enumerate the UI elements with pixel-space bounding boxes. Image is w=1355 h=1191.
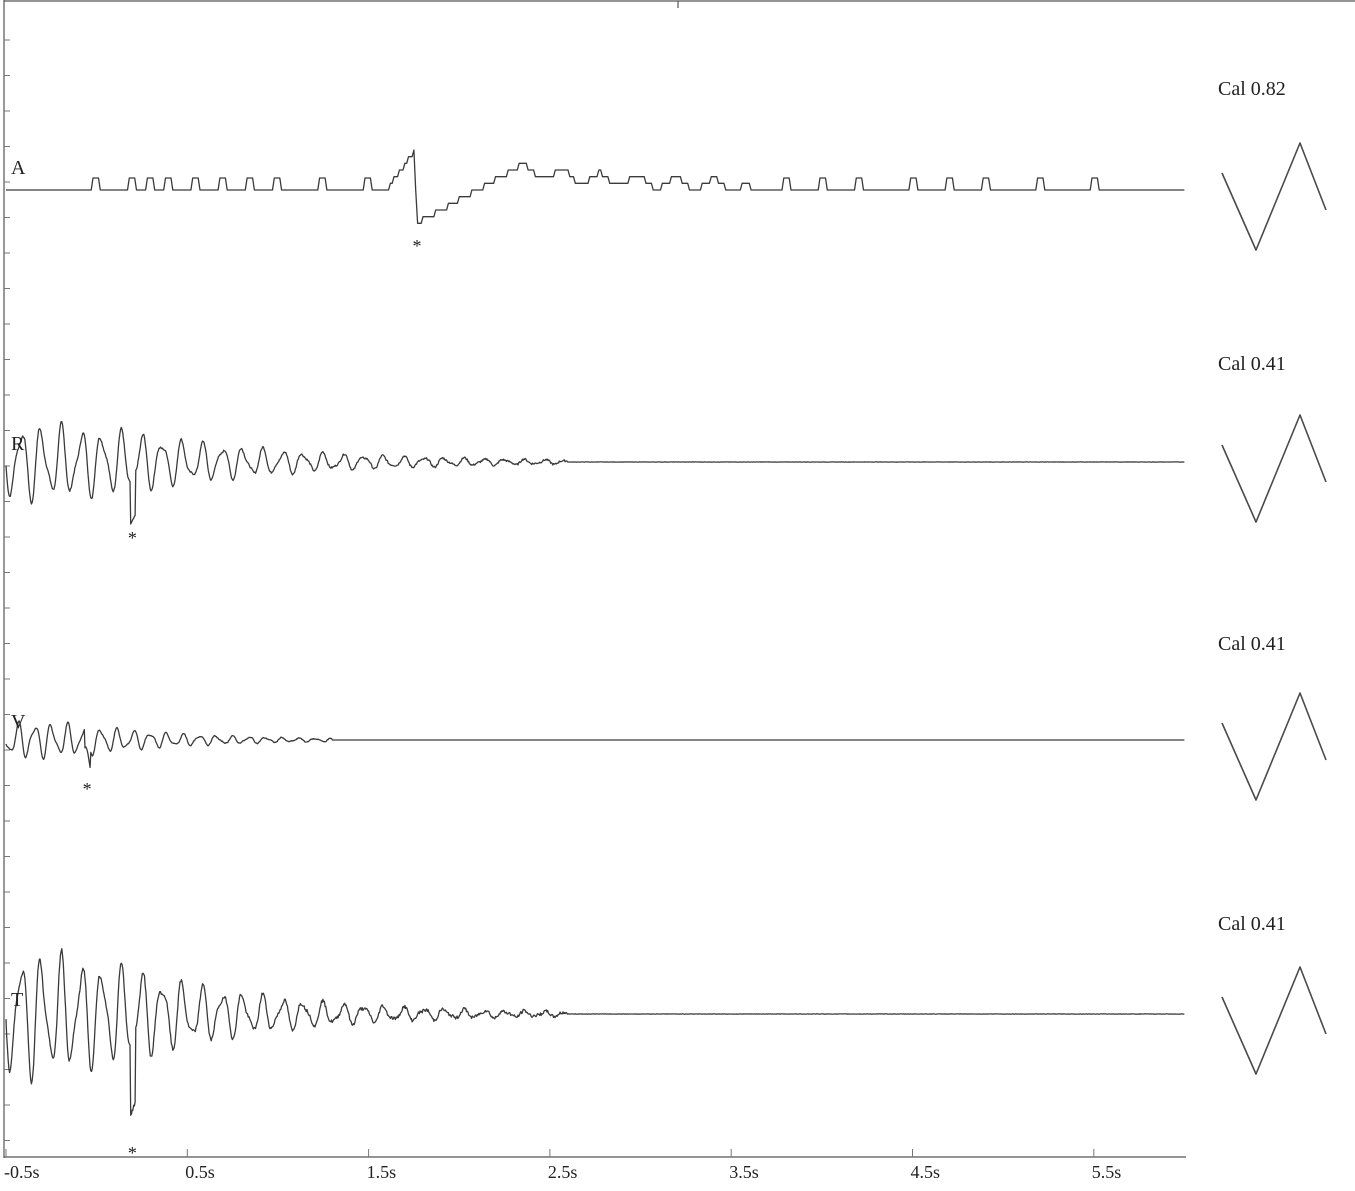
calibration-pulse-r [1221,414,1327,523]
trace-r [5,421,1185,525]
channel-label-r: R [11,433,25,455]
calibration-pulse-a [1221,142,1327,251]
calibration-pulse-t [1221,966,1327,1075]
x-tick-label: 0.5s [185,1162,215,1182]
calibration-panel: Cal 0.82 Cal 0.41 Cal 0.41 Cal 0.41 [1218,78,1327,1075]
channel-labels: A * R * V * T * [11,157,422,1163]
x-tick-label: 5.5s [1092,1162,1122,1182]
calibration-label-v: Cal 0.41 [1218,633,1286,655]
x-tick-label: 4.5s [911,1162,941,1182]
channel-label-t: T [11,989,23,1011]
peak-marker-r: * [128,528,137,548]
peak-marker-t: * [128,1143,137,1163]
x-tick-label: 1.5s [367,1162,397,1182]
x-axis-ticks: -0.5s 0.5s 1.5s 2.5s 3.5s 4.5s 5.5s [4,1149,1121,1182]
channel-label-a: A [11,157,26,179]
calibration-label-t: Cal 0.41 [1218,913,1286,935]
calibration-pulse-v [1221,692,1327,801]
x-tick-label: -0.5s [4,1162,40,1182]
peak-marker-v: * [83,779,92,799]
trace-t [5,948,1185,1116]
calibration-label-r: Cal 0.41 [1218,353,1286,375]
x-tick-label: 3.5s [729,1162,759,1182]
peak-marker-a: * [413,236,422,256]
waveform-traces [5,149,1185,1116]
y-axis-ticks [4,39,10,1141]
channel-label-v: V [11,711,26,733]
trace-a [6,149,1185,224]
trace-v [5,720,1185,769]
calibration-label-a: Cal 0.82 [1218,78,1286,100]
x-tick-label: 2.5s [548,1162,578,1182]
